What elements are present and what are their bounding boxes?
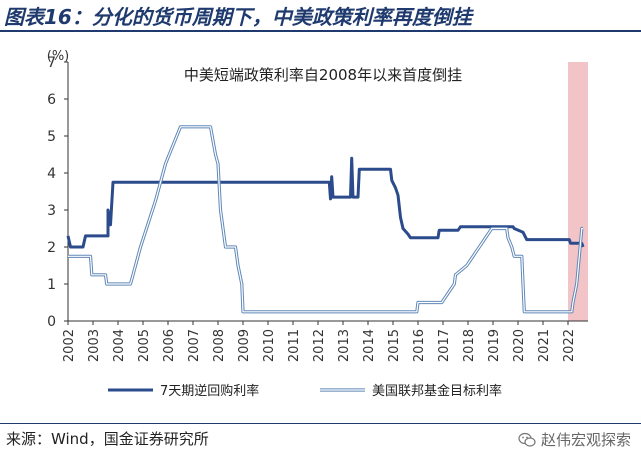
x-tick-label: 2009 [237, 329, 252, 362]
y-tick-label: 1 [47, 277, 56, 293]
highlight-band [568, 62, 588, 321]
x-tick-label: 2007 [187, 329, 202, 362]
x-tick-label: 2022 [562, 329, 577, 362]
watermark: 赵伟宏观探索 [518, 429, 631, 450]
y-tick-label: 7 [47, 55, 56, 71]
wechat-icon [518, 432, 536, 447]
x-tick-label: 2019 [487, 329, 502, 362]
y-tick-label: 3 [47, 203, 56, 219]
legend-label: 7天期逆回购利率 [160, 383, 259, 399]
legend-label: 美国联邦基金目标利率 [372, 383, 502, 399]
x-tick-label: 2011 [287, 329, 302, 362]
figure-header: 图表16：分化的货币周期下，中美政策利率再度倒挂 [0, 0, 641, 32]
x-tick-label: 2018 [462, 329, 477, 362]
series-line [66, 156, 585, 249]
y-tick-label: 2 [47, 240, 56, 256]
line-chart: 0 1 2 3 4 5 6 7(%) 2002 2003 2004 2005 2006 2007 2008 2… [47, 49, 588, 399]
x-tick-label: 2013 [337, 329, 352, 362]
header-divider [0, 30, 641, 32]
y-tick-label: 4 [47, 166, 56, 182]
figure-title: 图表16：分化的货币周期下，中美政策利率再度倒挂 [4, 5, 472, 29]
x-tick-label: 2021 [537, 329, 552, 362]
watermark-label: 赵伟宏观探索 [540, 431, 631, 449]
y-tick-label: 5 [47, 129, 56, 145]
x-tick-label: 2004 [112, 329, 127, 362]
x-tick-label: 2003 [87, 329, 102, 362]
series-line-inner [68, 126, 583, 313]
x-tick-label: 2006 [162, 329, 177, 362]
y-tick-label: 0 [47, 314, 56, 330]
x-tick-label: 2016 [412, 329, 427, 362]
x-tick-label: 2012 [312, 329, 327, 362]
source-note: 来源：Wind，国金证券研究所 [6, 430, 209, 448]
x-tick-label: 2010 [262, 329, 277, 362]
x-tick-label: 2017 [437, 329, 452, 362]
x-tick-label: 2014 [362, 329, 377, 362]
x-tick-label: 2015 [387, 329, 402, 362]
chart-title: 中美短端政策利率自2008年以来首度倒挂 [184, 66, 462, 84]
y-unit-label: (%) [47, 49, 70, 64]
series-line-outline [68, 125, 584, 314]
x-tick-label: 2020 [512, 329, 527, 362]
x-tick-label: 2008 [212, 329, 227, 362]
y-tick-label: 6 [47, 92, 56, 108]
x-tick-label: 2005 [137, 329, 152, 362]
footer-divider [0, 423, 641, 424]
x-tick-label: 2002 [62, 329, 77, 362]
